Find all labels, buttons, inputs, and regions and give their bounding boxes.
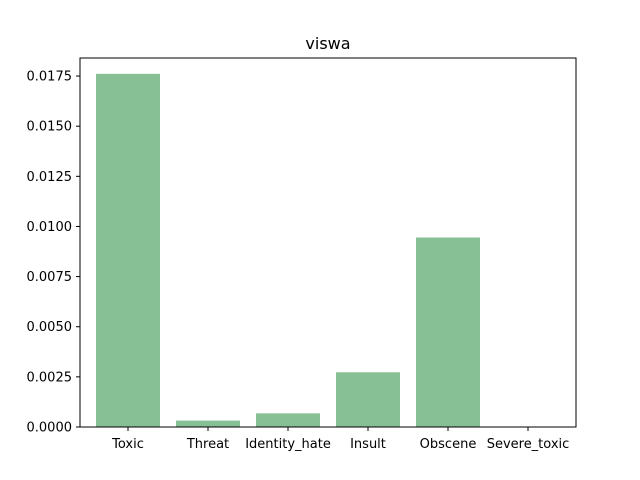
x-tick-label: Identity_hate — [245, 437, 331, 452]
chart-title: viswa — [305, 34, 350, 53]
bars-group — [96, 73, 480, 428]
bar-threat — [176, 420, 240, 427]
y-tick-label: 0.0125 — [27, 170, 73, 185]
x-tick-label: Insult — [350, 437, 386, 452]
bar-insult — [336, 372, 400, 427]
x-tick-label: Severe_toxic — [487, 437, 570, 452]
x-axis: Toxic Threat Identity_hate Insult Obscene Sev… — [111, 427, 569, 452]
x-tick-label: Toxic — [111, 437, 144, 452]
bar-obscene — [416, 237, 480, 427]
y-tick-label: 0.0025 — [27, 370, 73, 385]
plot-frame — [79, 57, 577, 428]
y-tick-label: 0.0150 — [27, 120, 73, 135]
bar-toxic — [96, 73, 160, 428]
y-axis: 0.0000 0.0025 0.0050 0.0075 0.0100 0.0125 0.01… — [27, 70, 80, 436]
y-tick-label: 0.0050 — [27, 320, 73, 335]
y-tick-label: 0.0000 — [27, 421, 73, 436]
y-tick-label: 0.0075 — [27, 270, 73, 285]
y-tick-label: 0.0175 — [27, 70, 73, 85]
x-tick-label: Threat — [186, 437, 229, 452]
x-tick-label: Obscene — [420, 437, 477, 452]
bar-identity_hate — [256, 413, 320, 427]
y-tick-label: 0.0100 — [27, 220, 73, 235]
